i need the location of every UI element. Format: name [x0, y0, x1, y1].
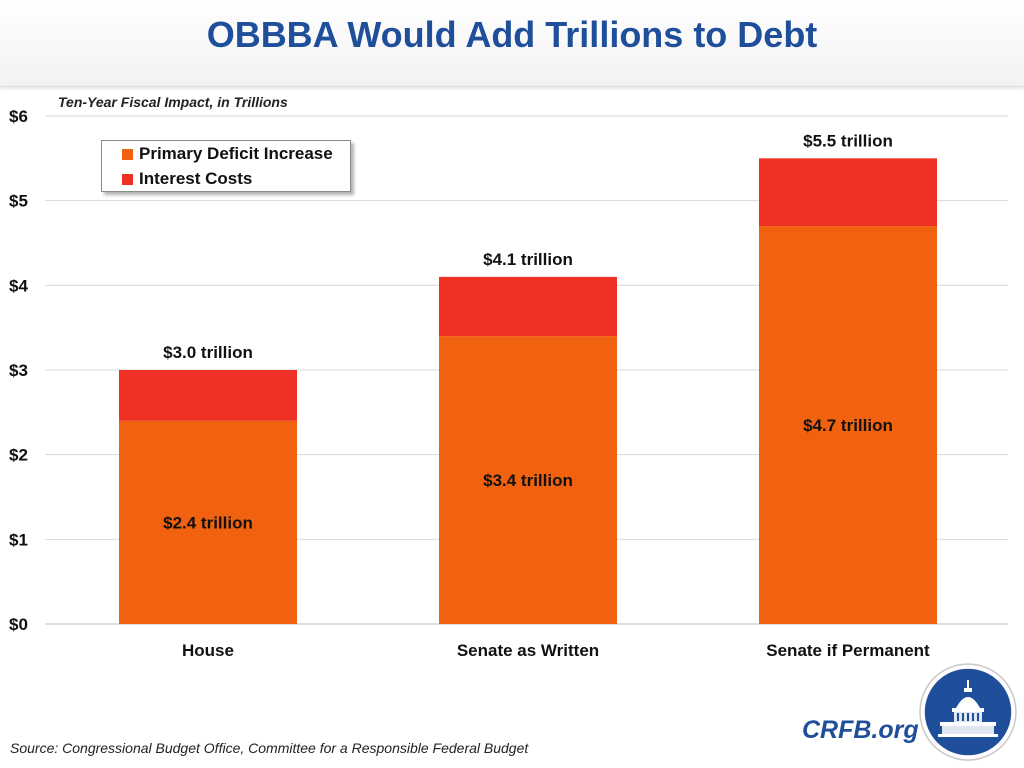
bar-primary-deficit: [119, 420, 297, 624]
slide-header: OBBBA Would Add Trillions to Debt: [0, 0, 1024, 87]
y-tick-label: $3: [9, 361, 28, 380]
legend: Primary Deficit Increase Interest Costs: [101, 140, 351, 192]
x-axis-ticks: House Senate as Written Senate if Permanen…: [182, 641, 930, 660]
segment-label: $4.7 trillion: [803, 416, 893, 435]
total-label: $4.1 trillion: [483, 250, 573, 269]
total-label: $5.5 trillion: [803, 131, 893, 150]
y-tick-label: $5: [9, 192, 28, 211]
chart-subtitle: Ten-Year Fiscal Impact, in Trillions: [58, 94, 288, 110]
segment-label: $3.4 trillion: [483, 471, 573, 490]
brand-link[interactable]: CRFB.org: [802, 716, 919, 744]
legend-label-interest: Interest Costs: [139, 169, 253, 188]
y-tick-label: $4: [9, 276, 28, 295]
legend-swatch-interest: [122, 173, 133, 185]
y-tick-label: $0: [9, 615, 28, 634]
segment-label: $2.4 trillion: [163, 513, 253, 532]
bar-interest-costs: [119, 370, 297, 421]
crfb-capitol-seal-icon: [919, 663, 1017, 761]
x-tick-label: House: [182, 641, 234, 660]
legend-swatch-primary: [122, 148, 133, 160]
bar-interest-costs: [759, 158, 937, 227]
bar-primary-deficit: [759, 226, 937, 625]
bar-interest-costs: [439, 276, 617, 337]
legend-item-primary: Primary Deficit Increase: [122, 144, 333, 164]
legend-item-interest: Interest Costs: [122, 169, 252, 189]
y-tick-label: $2: [9, 446, 28, 465]
source-note: Source: Congressional Budget Office, Com…: [10, 740, 529, 756]
bars: [119, 158, 937, 625]
y-tick-label: $6: [9, 107, 28, 126]
y-axis-ticks: $0 $1 $2 $3 $4 $5 $6: [9, 107, 28, 634]
x-tick-label: Senate as Written: [457, 641, 599, 660]
y-tick-label: $1: [9, 530, 28, 549]
x-tick-label: Senate if Permanent: [766, 641, 930, 660]
bar-primary-deficit: [439, 336, 617, 624]
chart-title: OBBBA Would Add Trillions to Debt: [206, 14, 818, 55]
total-label: $3.0 trillion: [163, 343, 253, 362]
legend-label-primary: Primary Deficit Increase: [139, 144, 333, 163]
bar-labels: $2.4 trillion $3.0 trillion $3.4 trillion $…: [163, 131, 893, 532]
